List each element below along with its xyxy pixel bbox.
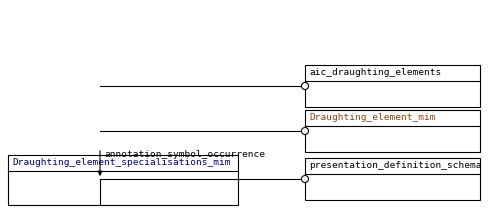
Text: annotation_symbol_occurrence: annotation_symbol_occurrence (104, 150, 265, 159)
Text: Draughting_element_mim: Draughting_element_mim (309, 113, 436, 122)
Circle shape (301, 128, 308, 135)
Bar (305, 158, 480, 200)
Text: Draughting_element_specialisations_mim: Draughting_element_specialisations_mim (12, 158, 231, 167)
Bar (305, 110, 480, 152)
Text: presentation_definition_schema: presentation_definition_schema (309, 161, 482, 170)
Bar (8, 155, 238, 205)
Bar (305, 65, 480, 107)
Circle shape (301, 176, 308, 182)
Circle shape (301, 82, 308, 89)
Text: aic_draughting_elements: aic_draughting_elements (309, 68, 441, 77)
